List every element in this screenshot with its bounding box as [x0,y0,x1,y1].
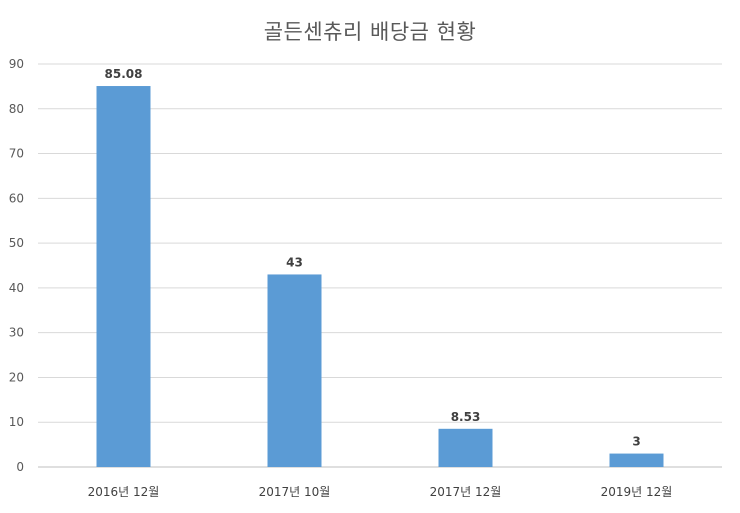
bar [609,453,664,467]
y-tick-label: 0 [16,460,24,474]
x-axis: 2016년 12월 2017년 10월 2017년 12월 2019년 12월 [88,485,673,499]
y-tick-label: 10 [9,415,24,429]
y-tick-label: 70 [9,147,24,161]
y-tick-label: 20 [9,370,24,384]
gridlines [38,63,722,468]
data-label: 3 [632,435,640,449]
data-label: 8.53 [451,410,481,424]
x-tick-label: 2017년 12월 [430,485,502,499]
x-tick-label: 2016년 12월 [88,485,160,499]
bar [267,274,322,467]
x-tick-label: 2017년 10월 [259,485,331,499]
bar [96,86,151,467]
y-tick-label: 60 [9,191,24,205]
bars [96,86,664,467]
y-tick-label: 40 [9,281,24,295]
y-tick-label: 30 [9,326,24,340]
data-label: 43 [286,255,303,269]
y-tick-label: 50 [9,236,24,250]
chart-title: 골든센츄리 배당금 현황 [263,20,477,44]
y-tick-label: 80 [9,102,24,116]
data-labels: 85.08 43 8.53 3 [105,67,641,449]
y-tick-label: 90 [9,57,24,71]
bar [438,428,493,467]
x-tick-label: 2019년 12월 [601,485,673,499]
data-label: 85.08 [105,67,143,81]
y-axis: 0 10 20 30 40 50 60 70 80 90 [9,57,24,474]
